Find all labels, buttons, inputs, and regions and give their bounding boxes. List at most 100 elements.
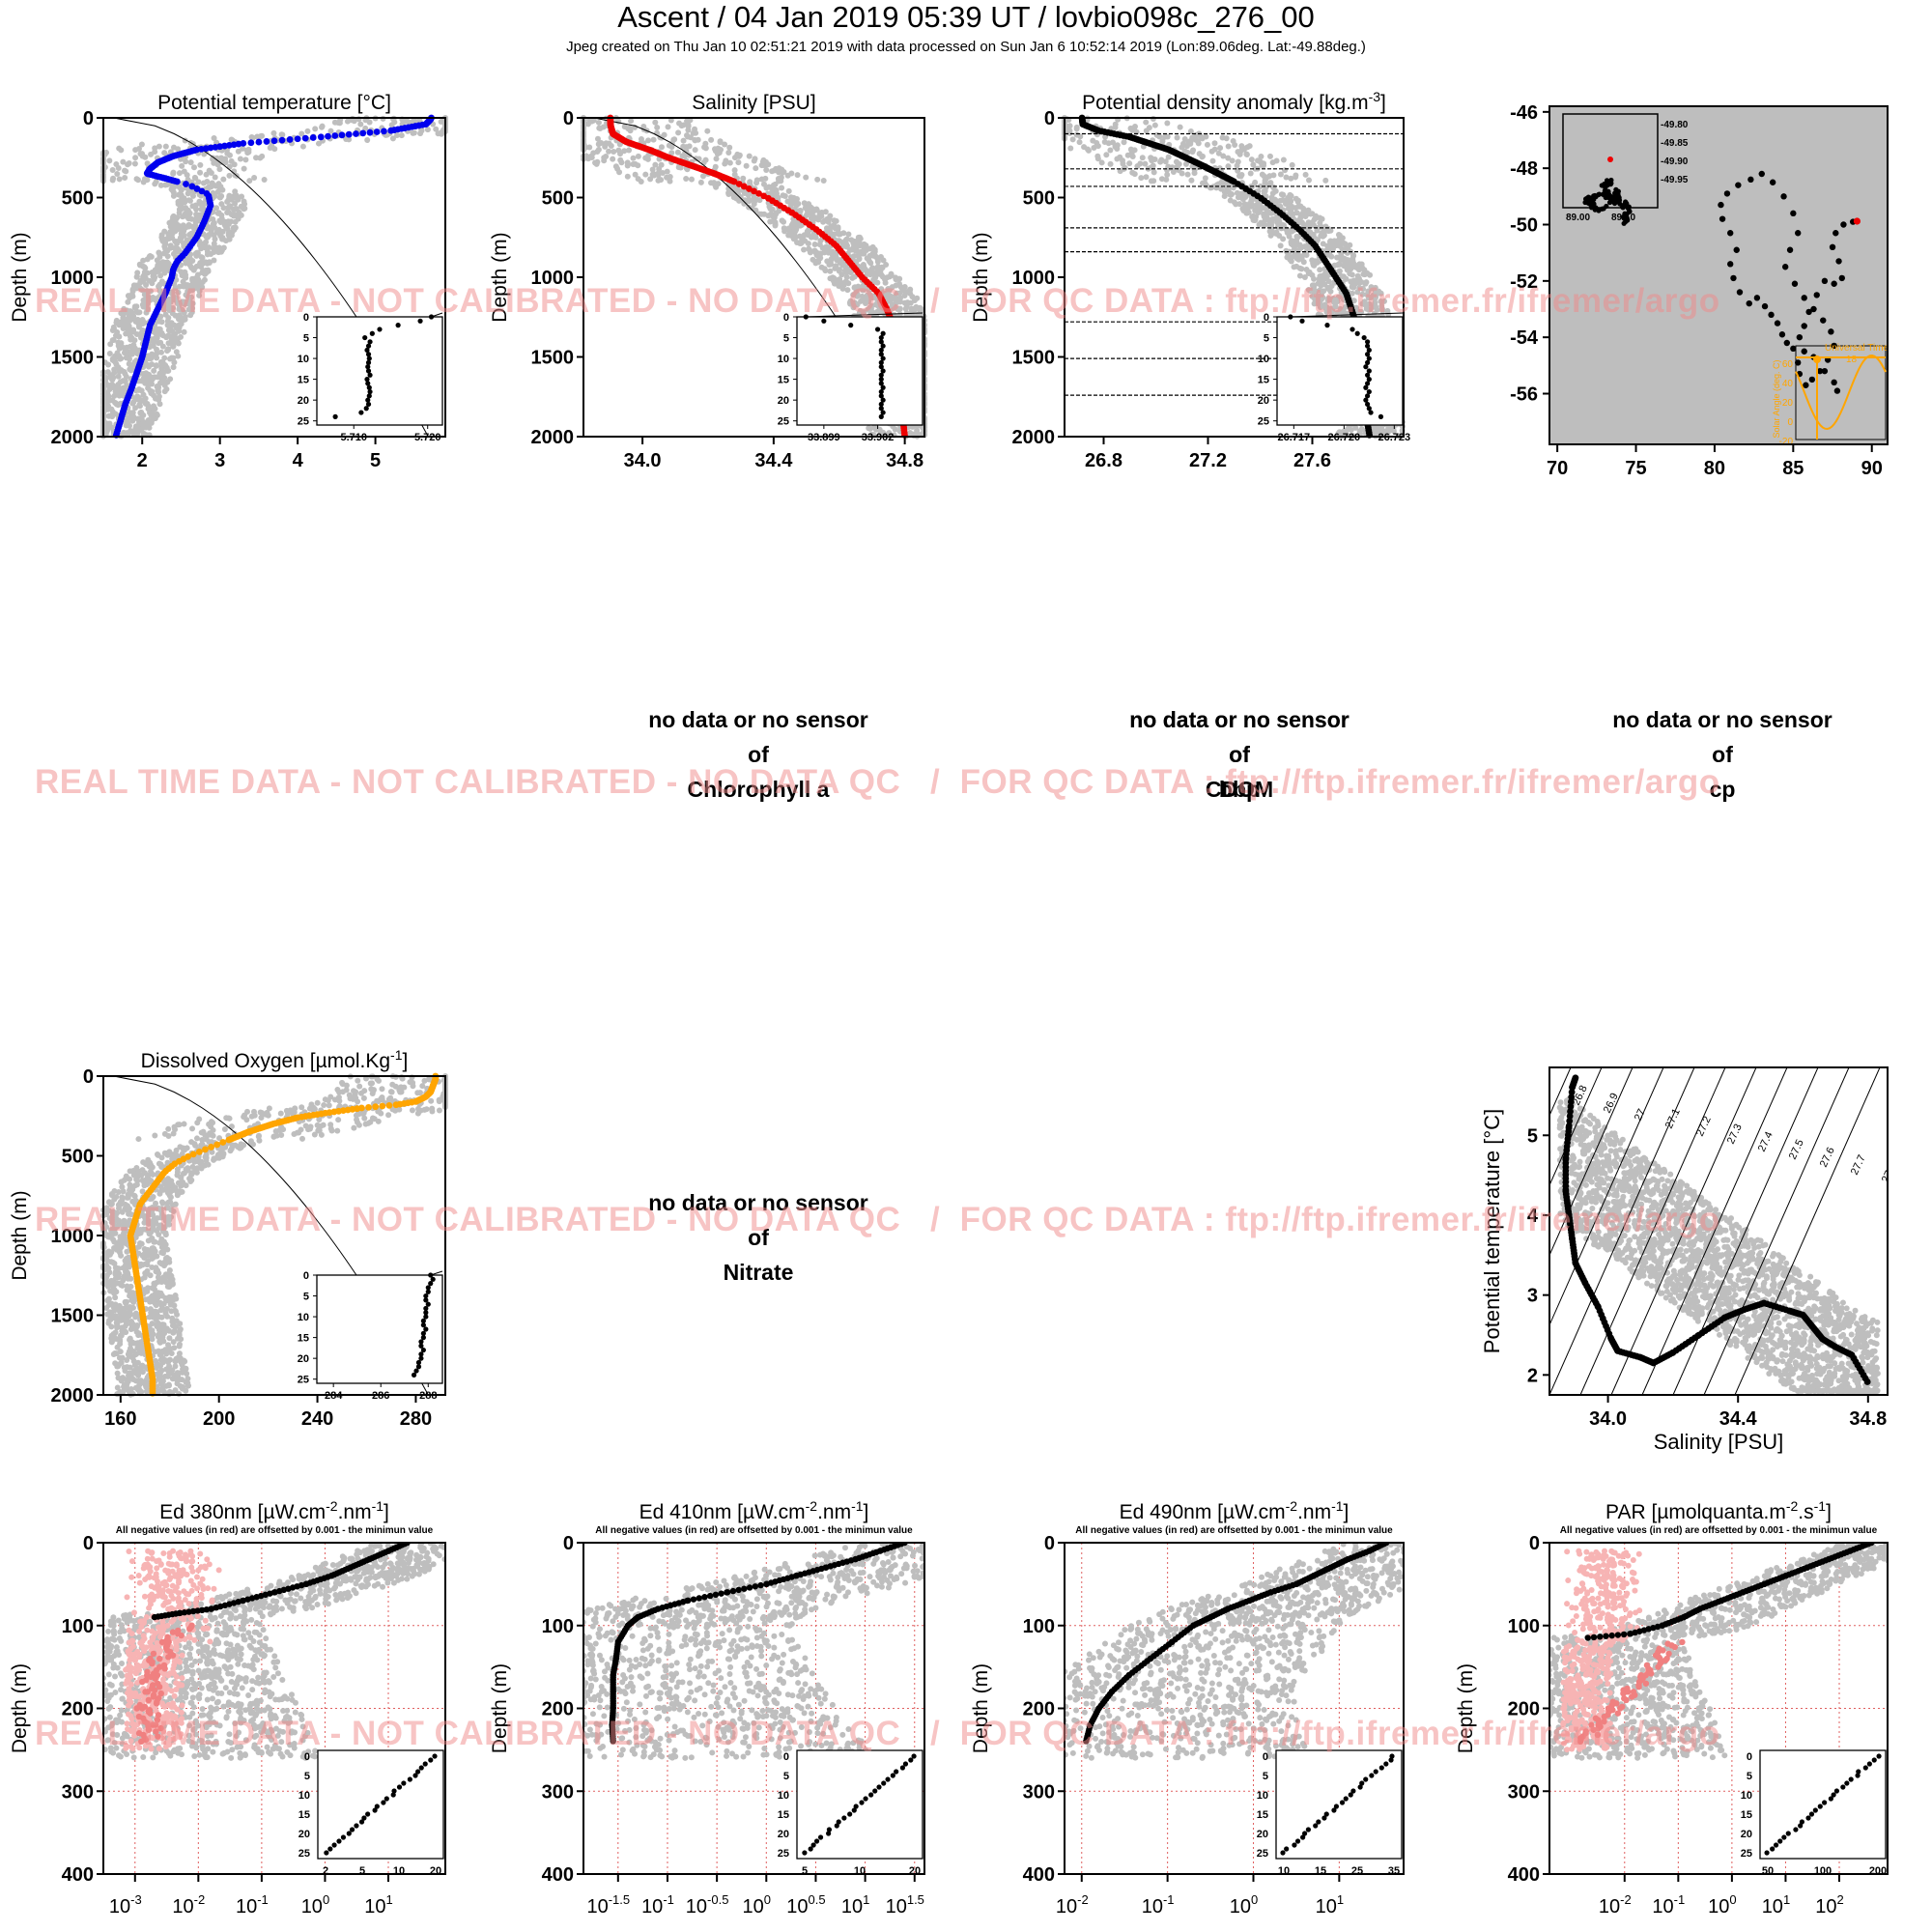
history-point: [1101, 138, 1108, 145]
history-point: [722, 141, 728, 148]
history-point: [1348, 266, 1354, 272]
history-point: [163, 182, 170, 188]
history-point: [132, 395, 139, 402]
history-point: [671, 136, 678, 143]
history-point: [845, 231, 852, 238]
history-point: [163, 334, 170, 341]
history-point: [862, 266, 868, 272]
history-point: [654, 124, 661, 130]
history-point: [176, 283, 183, 290]
history-point: [114, 350, 121, 356]
history-point: [147, 418, 154, 425]
history-point: [1298, 266, 1305, 272]
history-point: [1273, 230, 1280, 237]
history-point: [198, 245, 205, 252]
history-point: [145, 384, 152, 391]
history-point: [327, 128, 334, 134]
history-point: [145, 377, 152, 384]
history-point: [892, 426, 898, 433]
history-point: [826, 215, 833, 222]
history-point: [715, 181, 722, 187]
history-point: [196, 198, 203, 205]
history-point: [763, 167, 770, 174]
history-point: [164, 367, 171, 374]
history-point: [187, 312, 194, 319]
history-point: [1163, 176, 1170, 183]
history-point: [169, 289, 176, 296]
history-point: [1263, 176, 1269, 183]
inset-point: [365, 352, 372, 357]
history-point: [130, 284, 137, 291]
history-point: [224, 150, 231, 156]
history-point: [259, 132, 266, 139]
history-point: [253, 155, 260, 161]
inset-y-tick-label: 20: [298, 395, 309, 407]
history-point: [139, 151, 146, 157]
history-point: [665, 124, 671, 130]
x-tick-label: 5: [370, 450, 381, 471]
history-point: [187, 256, 194, 263]
y-tick-label: 2000: [531, 427, 575, 448]
history-point: [1257, 206, 1264, 213]
history-point: [109, 337, 116, 344]
history-point: [170, 304, 177, 311]
history-point: [183, 281, 189, 288]
history-point: [162, 362, 169, 369]
history-point: [806, 201, 812, 208]
history-point: [1283, 174, 1290, 181]
inset-point: [365, 343, 372, 349]
history-point: [632, 171, 639, 178]
panel-title: Potential temperature [°C]: [157, 92, 391, 114]
history-point: [120, 158, 127, 165]
history-point: [172, 297, 179, 303]
history-point: [652, 161, 659, 168]
history-point: [837, 267, 843, 273]
history-point: [753, 180, 760, 186]
history-point: [1289, 161, 1295, 168]
panel-dens: Potential density anomaly [kg.m-3]050010…: [970, 89, 1410, 471]
history-point: [1266, 228, 1273, 235]
history-point: [584, 121, 591, 128]
history-point: [1302, 213, 1309, 219]
history-point: [734, 151, 741, 157]
history-point: [827, 259, 834, 266]
history-point: [811, 215, 818, 222]
history-point: [102, 375, 109, 382]
history-point: [802, 238, 809, 244]
history-point: [211, 134, 217, 141]
inset-point: [332, 413, 338, 419]
history-point: [183, 158, 189, 165]
history-point: [189, 203, 196, 210]
history-point: [1094, 143, 1101, 150]
history-point: [1177, 124, 1183, 130]
history-point: [642, 171, 649, 178]
history-point: [628, 118, 635, 125]
history-point: [746, 153, 753, 159]
inset-point: [369, 330, 375, 336]
history-point: [1203, 133, 1209, 140]
history-point: [877, 253, 884, 260]
history-point: [1131, 171, 1138, 178]
history-point: [616, 169, 623, 176]
history-point: [1328, 253, 1335, 260]
history-point: [112, 411, 119, 417]
history-point: [1336, 268, 1343, 274]
history-point: [162, 143, 169, 150]
history-point: [197, 161, 204, 168]
inset-frame: [316, 316, 443, 426]
history-point: [655, 177, 662, 184]
history-point: [228, 212, 235, 218]
history-point: [849, 246, 856, 253]
history-point: [186, 301, 193, 308]
history-point: [156, 143, 162, 150]
history-point: [1293, 238, 1300, 244]
history-point: [775, 175, 781, 182]
history-point: [825, 244, 832, 251]
history-point: [165, 340, 172, 347]
inset-point: [365, 397, 371, 403]
history-point: [132, 147, 139, 154]
history-point: [1277, 242, 1284, 249]
history-point: [248, 133, 255, 140]
inset-x-tick-label: 5.710: [340, 432, 367, 443]
history-point: [206, 259, 213, 266]
